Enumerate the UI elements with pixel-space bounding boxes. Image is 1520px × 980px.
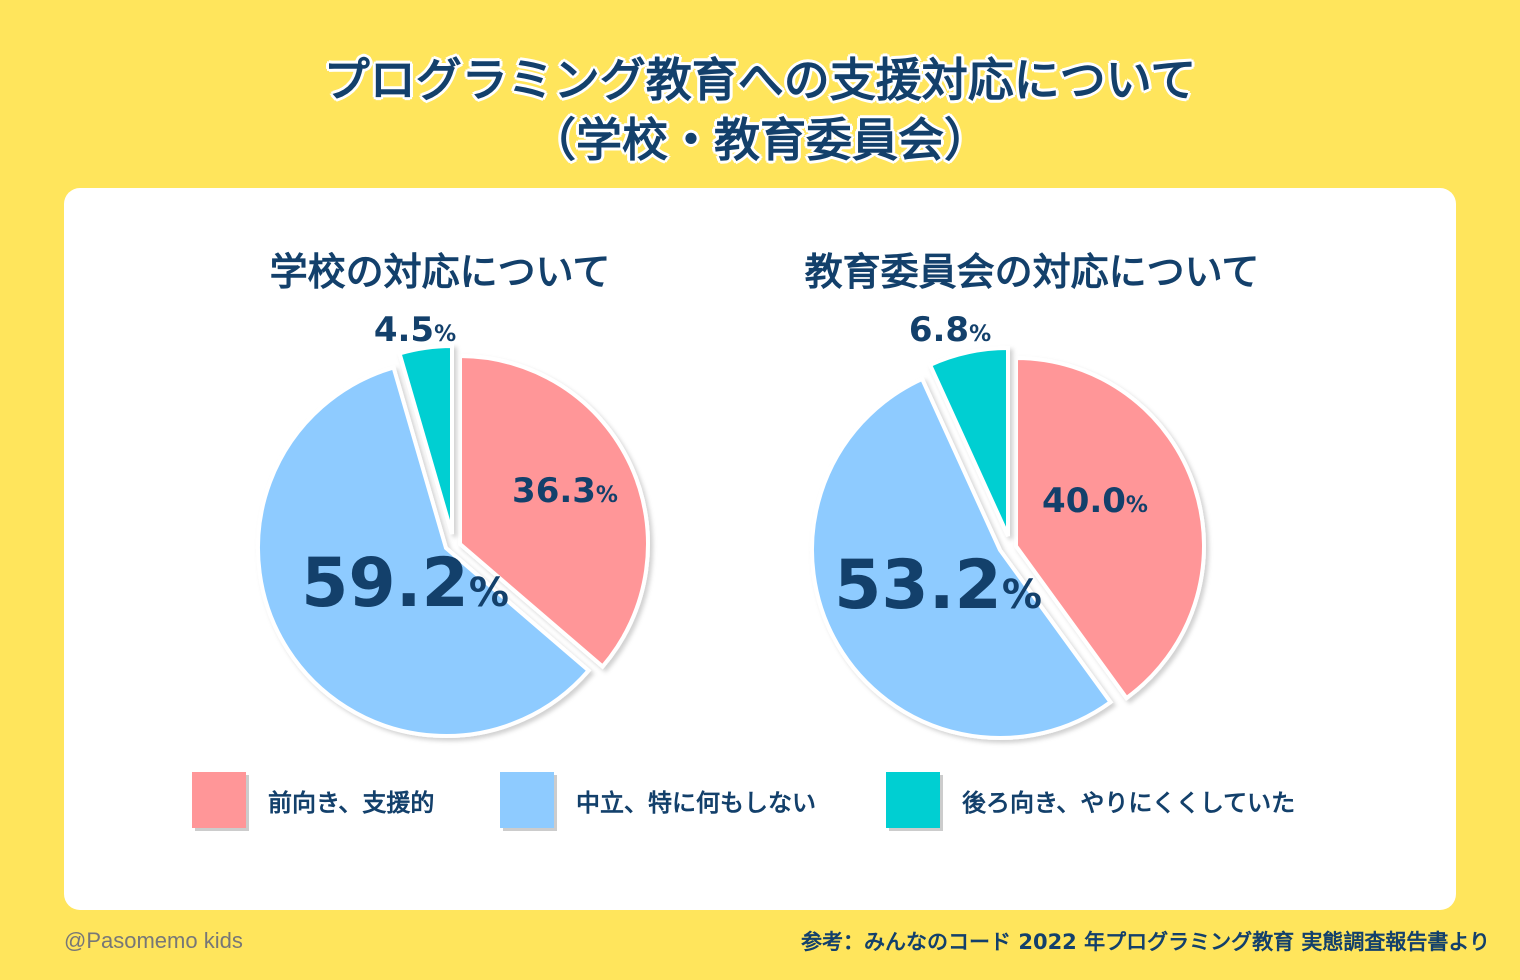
pie2-label-2: 6.8%	[909, 310, 991, 350]
pie1-slice-2	[397, 343, 454, 535]
legend-swatch-negative	[886, 772, 940, 828]
legend-item-negative: 後ろ向き、やりにくくしていた	[886, 772, 1295, 828]
pie1-label-2: 4.5%	[374, 310, 456, 350]
chart-title-school: 学校の対応について	[269, 250, 611, 294]
legend-label-neutral: 中立、特に何もしない	[576, 788, 816, 817]
credit-text: @Pasomemo kids	[64, 928, 243, 953]
pie1-slice-1	[256, 364, 592, 738]
pie1-label-1: 59.2%	[301, 544, 509, 623]
legend-swatch-positive	[192, 772, 246, 828]
chart-title-board: 教育委員会の対応について	[804, 250, 1260, 294]
pie2-slice-1	[809, 376, 1114, 740]
pie2-label-0: 40.0%	[1042, 481, 1148, 521]
legend-item-neutral: 中立、特に何もしない	[500, 772, 816, 828]
legend-label-positive: 前向き、支援的	[268, 788, 435, 817]
legend-swatch-neutral	[500, 772, 554, 828]
main-title-line2: （学校・教育委員会）	[530, 113, 990, 167]
pie1-slice-0	[458, 353, 650, 670]
pie1-label-0: 36.3%	[512, 471, 618, 511]
legend-item-positive: 前向き、支援的	[192, 772, 434, 828]
pie2-label-1: 53.2%	[834, 546, 1042, 625]
legend-label-negative: 後ろ向き、やりにくくしていた	[962, 788, 1296, 817]
pie2-slice-2	[927, 345, 1010, 537]
source-text: 参考：みんなのコード 2022 年プログラミング教育 実態調査報告書より	[801, 930, 1490, 954]
main-title-line1: プログラミング教育への支援対応について	[323, 53, 1197, 107]
pie2-slice-0	[1014, 355, 1206, 701]
